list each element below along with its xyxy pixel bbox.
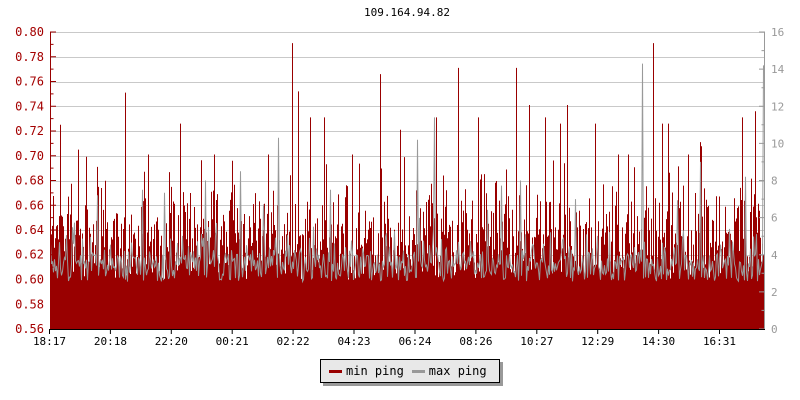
max-ping-legend-dash: [411, 369, 425, 373]
max-ping-line: [50, 63, 764, 284]
x-axis-tick-label: 16:31: [703, 335, 736, 348]
x-axis-tick-label: 20:18: [94, 335, 127, 348]
left-axis-tick-label: 0.70: [15, 149, 44, 163]
x-axis-tick-label: 18:17: [33, 335, 66, 348]
min-ping-bars: [50, 43, 764, 329]
x-axis-tick-label: 08:26: [459, 335, 492, 348]
left-axis-tick-label: 0.58: [15, 297, 44, 311]
chart-title: 109.164.94.82: [363, 6, 451, 19]
left-axis-tick-label: 0.56: [15, 322, 44, 336]
left-axis-tick-label: 0.80: [15, 25, 44, 39]
x-axis-tick-label: 00:21: [216, 335, 249, 348]
right-axis-tick-label: 14: [771, 63, 785, 76]
right-axis-tick-label: 8: [771, 175, 778, 188]
right-axis: [759, 31, 765, 330]
x-axis-tick-label: 10:27: [520, 335, 553, 348]
x-axis-tick-label: 06:24: [398, 335, 431, 348]
right-axis-tick-label: 10: [771, 137, 784, 150]
min-ping-legend-label: min ping: [346, 364, 404, 378]
x-axis-tick-label: 14:30: [642, 335, 675, 348]
right-axis-tick-label: 16: [771, 26, 784, 39]
min-ping-legend-dash: [329, 369, 342, 373]
right-axis-tick-label: 0: [771, 323, 778, 336]
left-axis-tick-label: 0.66: [15, 198, 44, 212]
left-axis-tick-label: 0.78: [15, 50, 44, 64]
left-axis-tick-label: 0.74: [15, 99, 44, 113]
right-axis-tick-label: 4: [771, 249, 778, 262]
left-axis-tick-label: 0.60: [15, 273, 44, 287]
bottom-axis: [49, 329, 765, 334]
x-axis-tick-label: 04:23: [337, 335, 370, 348]
right-axis-tick-label: 12: [771, 100, 784, 113]
x-axis-tick-label: 12:29: [581, 335, 614, 348]
left-axis-tick-label: 0.76: [15, 75, 44, 89]
left-axis-tick-label: 0.64: [15, 223, 44, 237]
left-axis-tick-label: 0.72: [15, 124, 44, 138]
right-axis-tick-label: 2: [771, 286, 778, 299]
max-ping-legend-label: max ping: [428, 364, 487, 378]
left-axis-tick-label: 0.62: [15, 248, 44, 262]
legend-box: min ping max ping: [320, 359, 500, 383]
left-axis: [50, 31, 56, 330]
right-axis-tick-label: 6: [771, 212, 778, 225]
x-axis-tick-label: 02:22: [277, 335, 310, 348]
left-axis-tick-label: 0.68: [15, 174, 44, 188]
x-axis-tick-label: 22:20: [155, 335, 188, 348]
